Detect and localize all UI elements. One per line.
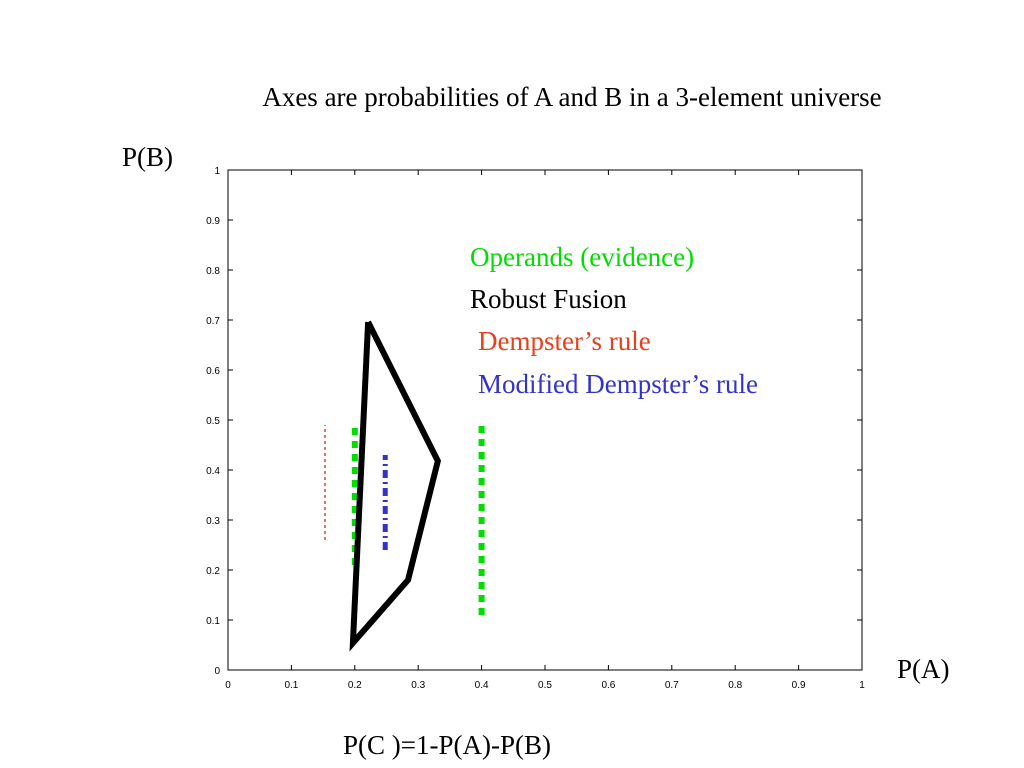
x-tick-label: 0.7: [665, 680, 679, 691]
y-tick-label: 0.6: [206, 366, 220, 377]
y-tick-label: 0: [214, 666, 220, 677]
y-tick-label: 0.9: [206, 216, 220, 227]
y-tick-label: 0.5: [206, 416, 220, 427]
x-tick-label: 0.5: [538, 680, 552, 691]
x-tick-label: 0.1: [284, 680, 298, 691]
legend-entry: Robust Fusion: [470, 284, 627, 314]
y-axis-label: P(B): [122, 142, 173, 172]
x-axis-label: P(A): [897, 654, 950, 684]
annotation: P(C )=1-P(A)-P(B): [343, 730, 551, 760]
x-tick-label: 0.9: [792, 680, 806, 691]
series-line: [349, 320, 442, 652]
x-tick-label: 0.2: [348, 680, 362, 691]
y-tick-label: 0.1: [206, 616, 220, 627]
legend-entry: Operands (evidence): [470, 242, 694, 272]
legend-entry: Dempster’s rule: [478, 326, 651, 356]
legend-entry: Modified Dempster’s rule: [478, 369, 758, 399]
x-tick-label: 0.8: [728, 680, 742, 691]
chart-title: Axes are probabilities of A and B in a 3…: [262, 82, 881, 112]
y-tick-label: 0.3: [206, 516, 220, 527]
y-tick-label: 0.2: [206, 566, 220, 577]
y-tick-label: 0.7: [206, 316, 220, 327]
y-tick-label: 0.4: [206, 466, 220, 477]
x-tick-label: 0.6: [601, 680, 615, 691]
y-tick-label: 1: [214, 166, 220, 177]
x-tick-label: 1: [859, 680, 865, 691]
y-tick-label: 0.8: [206, 266, 220, 277]
x-tick-label: 0.4: [475, 680, 489, 691]
x-tick-label: 0: [225, 680, 231, 691]
x-tick-label: 0.3: [411, 680, 425, 691]
